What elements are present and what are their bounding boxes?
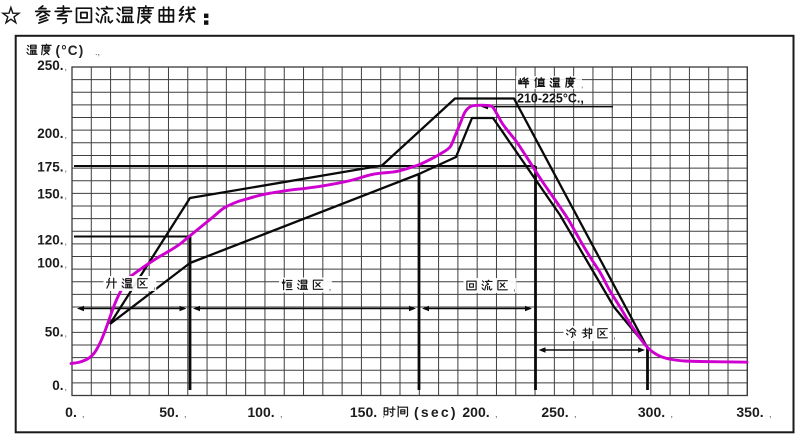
svg-text:120.: 120. (37, 233, 63, 248)
svg-text:(sec): (sec) (414, 404, 458, 420)
svg-text:0.: 0. (52, 378, 63, 393)
svg-text:,: , (65, 62, 68, 72)
svg-text:,: , (513, 283, 516, 293)
svg-text:,: , (613, 331, 616, 341)
svg-text:200.: 200. (462, 404, 489, 420)
svg-text:0.: 0. (65, 404, 77, 420)
svg-text:,: , (65, 260, 68, 270)
svg-text:,: , (153, 281, 156, 291)
svg-text:,: , (329, 282, 332, 292)
svg-text:250.: 250. (541, 404, 568, 420)
svg-text:200.: 200. (37, 126, 63, 141)
svg-text:,: , (769, 409, 772, 419)
svg-text:100.: 100. (37, 256, 63, 271)
svg-text:,: , (65, 163, 68, 173)
svg-text:,: , (574, 409, 577, 419)
svg-text:.,: ., (95, 47, 100, 57)
svg-text:(°C): (°C) (56, 43, 85, 58)
svg-text:,: , (184, 409, 187, 419)
svg-text:,: , (65, 191, 68, 201)
svg-text:,: , (65, 382, 68, 392)
svg-text:50.: 50. (159, 404, 178, 420)
svg-text:,: , (581, 81, 583, 90)
svg-text:,: , (65, 237, 68, 247)
svg-text:100.: 100. (247, 404, 274, 420)
svg-text:300.: 300. (638, 404, 665, 420)
svg-text:250.: 250. (37, 58, 63, 73)
svg-text:,: , (65, 130, 68, 140)
svg-text:,: , (495, 409, 498, 419)
svg-text:150.: 150. (37, 187, 63, 202)
svg-text:50.: 50. (45, 325, 64, 340)
svg-text:210-225°C.,: 210-225°C., (517, 92, 584, 106)
svg-text:,: , (82, 409, 85, 419)
svg-text:,: , (65, 329, 68, 339)
svg-text:,: , (671, 409, 674, 419)
svg-text:,: , (280, 409, 283, 419)
svg-text:150.: 150. (350, 404, 377, 420)
svg-text:175.: 175. (37, 159, 63, 174)
svg-text:350.: 350. (736, 404, 763, 420)
